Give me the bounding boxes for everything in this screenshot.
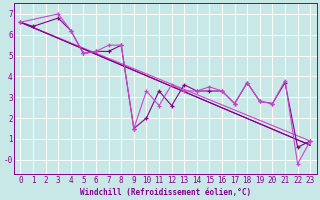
X-axis label: Windchill (Refroidissement éolien,°C): Windchill (Refroidissement éolien,°C) <box>80 188 251 197</box>
